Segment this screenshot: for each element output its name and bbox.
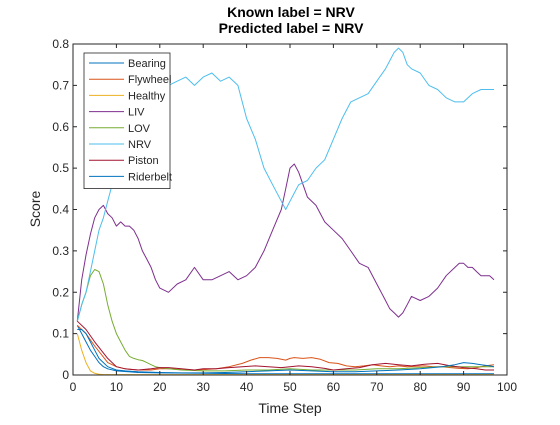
x-tick-label: 90: [457, 380, 471, 394]
legend-label-lov: LOV: [128, 123, 151, 135]
legend-label-liv: LIV: [128, 107, 145, 119]
x-tick-label: 50: [283, 380, 297, 394]
y-tick-label: 0.3: [52, 244, 69, 258]
legend-label-flywheel: Flywheel: [128, 74, 171, 86]
legend-label-piston: Piston: [128, 155, 159, 167]
x-tick-label: 80: [414, 380, 428, 394]
series-line-flywheel: [76, 325, 495, 371]
y-tick-label: 0.2: [52, 285, 69, 299]
x-tick-label: 0: [70, 380, 77, 394]
y-tick-label: 0.4: [52, 203, 69, 217]
chart-title-line-2: Predicted label = NRV: [219, 20, 365, 36]
x-axis-label: Time Step: [258, 400, 321, 416]
x-tick-label: 70: [370, 380, 384, 394]
y-tick-label: 0.1: [52, 327, 69, 341]
x-tick-label: 40: [240, 380, 254, 394]
legend-label-bearing: Bearing: [128, 58, 166, 70]
y-tick-label: 0: [62, 368, 69, 382]
chart-title-line-1: Known label = NRV: [227, 4, 355, 20]
x-tick-label: 10: [110, 380, 124, 394]
series-line-liv: [76, 163, 495, 322]
y-tick-label: 0.6: [52, 120, 69, 134]
x-tick-label: 60: [327, 380, 341, 394]
ticks: 0 10 20 30 40 50 60 70 80 90 100 0 0.1 0.2 0.3 0.4 0.5 0.…: [52, 37, 517, 394]
x-tick-label: 100: [497, 380, 517, 394]
legend-label-healthy: Healthy: [128, 90, 166, 102]
y-tick-label: 0.7: [52, 78, 69, 92]
series-line-lov: [76, 269, 494, 372]
x-tick-label: 20: [153, 380, 167, 394]
y-tick-label: 0.8: [52, 37, 69, 51]
y-axis-label: Score: [27, 191, 43, 228]
legend: Bearing Flywheel Healthy LIV LOV NRV Piston Rid…: [83, 52, 172, 190]
legend-label-riderbelt: Riderbelt: [128, 171, 172, 183]
legend-box: [83, 52, 171, 190]
y-tick-label: 0.5: [52, 161, 69, 175]
legend-label-nrv: NRV: [128, 139, 152, 151]
x-tick-label: 30: [197, 380, 211, 394]
series-line-piston: [76, 320, 494, 371]
